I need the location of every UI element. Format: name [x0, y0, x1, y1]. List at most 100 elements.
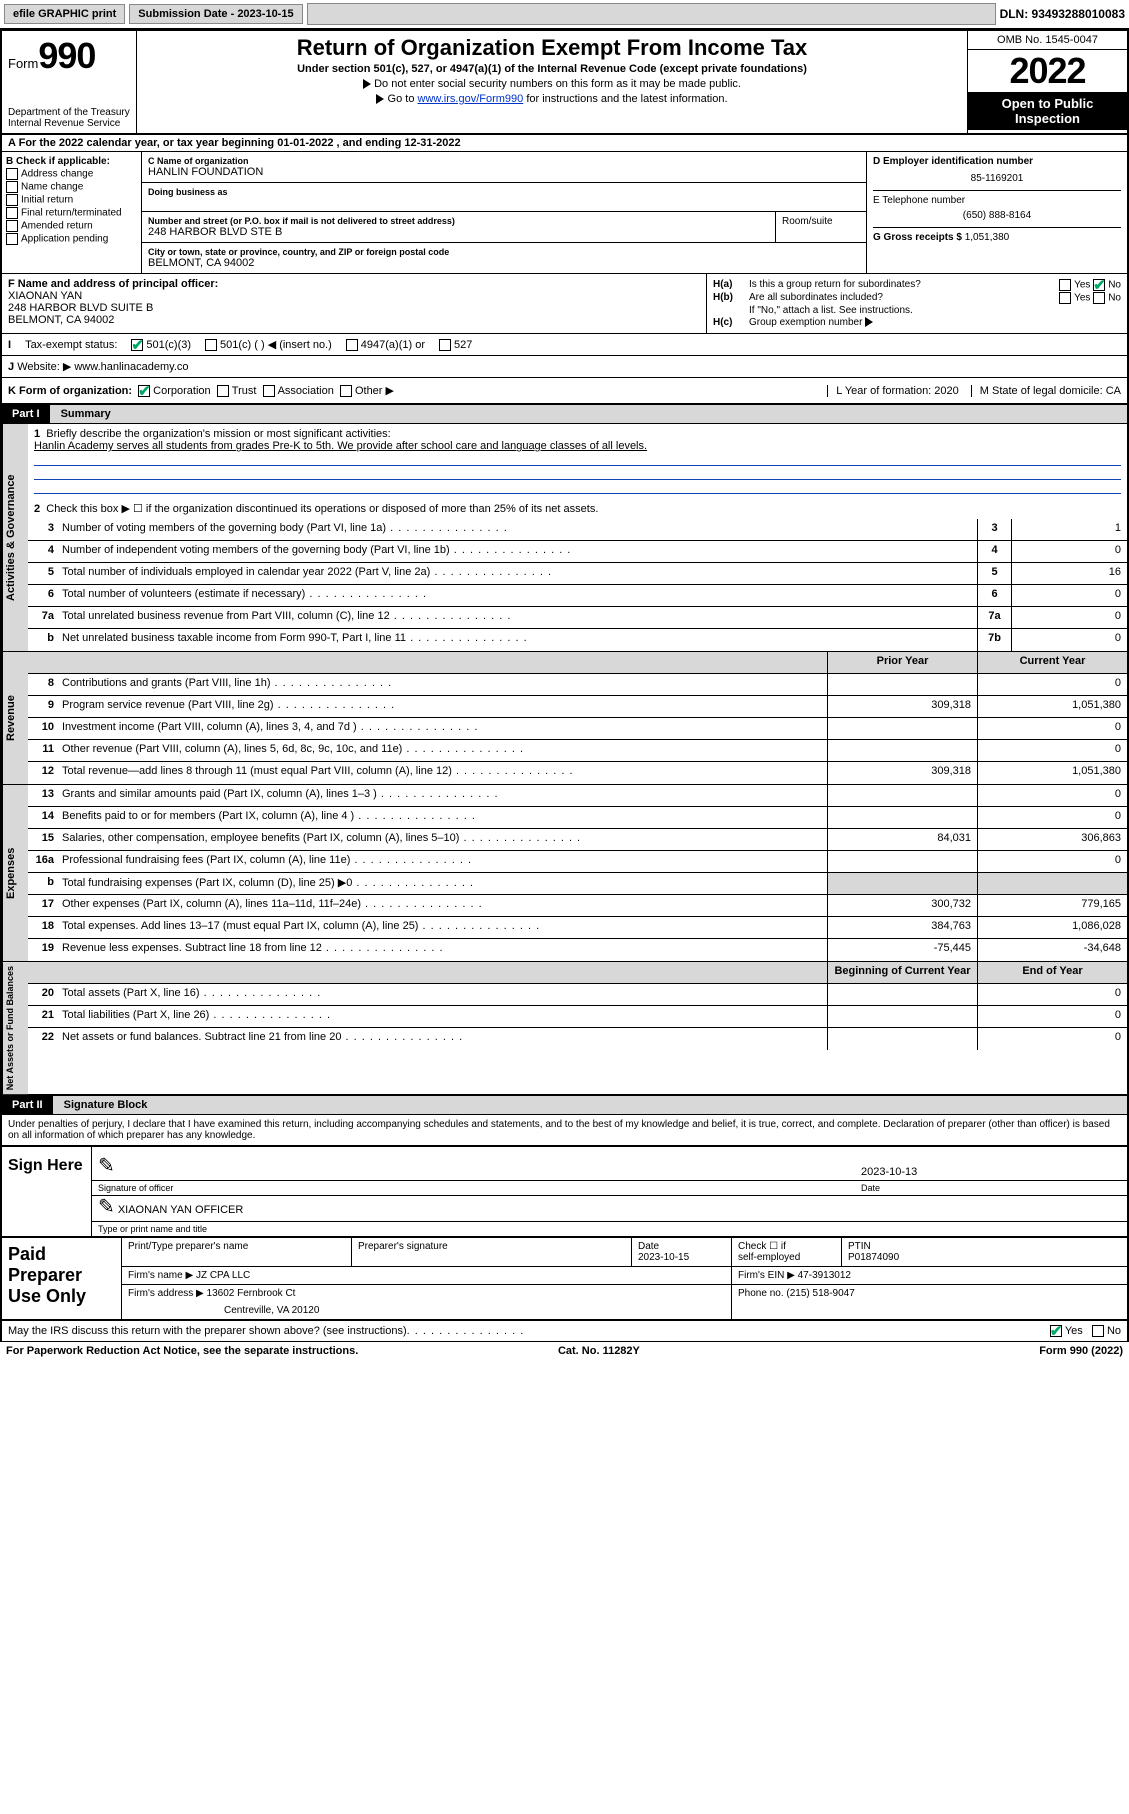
prior-value: [827, 674, 977, 695]
prep-sig-label: Preparer's signature: [352, 1238, 632, 1266]
ein-label: D Employer identification number: [873, 156, 1121, 167]
chk-527[interactable]: 527: [439, 339, 472, 351]
chk-ha-yes[interactable]: [1059, 279, 1071, 291]
chk-hb-no[interactable]: [1093, 292, 1105, 304]
prior-value: [827, 718, 977, 739]
org-name: HANLIN FOUNDATION: [148, 166, 860, 178]
chk-discuss-yes[interactable]: [1050, 1325, 1062, 1337]
line-value: 1: [1011, 519, 1127, 540]
line-text: Other expenses (Part IX, column (A), lin…: [58, 895, 827, 916]
chk-4947[interactable]: 4947(a)(1) or: [346, 339, 425, 351]
dln-label: DLN: 93493288010083: [1000, 7, 1125, 21]
current-value: 0: [977, 984, 1127, 1005]
chk-association[interactable]: Association: [263, 385, 334, 397]
phone-label: E Telephone number: [873, 195, 1121, 206]
box-c: C Name of organization HANLIN FOUNDATION…: [142, 152, 867, 273]
chk-corporation[interactable]: Corporation: [138, 385, 210, 397]
line-num: 10: [28, 718, 58, 739]
officer-addr1: 248 HARBOR BLVD SUITE B: [8, 302, 700, 314]
line-text: Net assets or fund balances. Subtract li…: [58, 1028, 827, 1050]
chk-ha-no[interactable]: [1093, 279, 1105, 291]
preparer-block: Paid Preparer Use Only Print/Type prepar…: [0, 1238, 1129, 1321]
line-num: 8: [28, 674, 58, 695]
line-num: 12: [28, 762, 58, 784]
line-text: Total number of individuals employed in …: [58, 563, 977, 584]
firm-addr: 13602 Fernbrook Ct: [207, 1288, 296, 1299]
part1-title: Summary: [53, 405, 119, 423]
chk-trust[interactable]: Trust: [217, 385, 257, 397]
chk-application-pending[interactable]: Application pending: [6, 233, 137, 245]
chk-501c[interactable]: 501(c) ( ) ◀ (insert no.): [205, 338, 332, 351]
efile-print-button[interactable]: efile GRAPHIC print: [4, 4, 125, 24]
chk-address-change[interactable]: Address change: [6, 168, 137, 180]
triangle-icon: [865, 317, 873, 327]
line-text: Professional fundraising fees (Part IX, …: [58, 851, 827, 872]
prior-value: [827, 807, 977, 828]
sign-here-label: Sign Here: [2, 1147, 92, 1236]
box-f-label: F Name and address of principal officer:: [8, 278, 700, 290]
form-header: Form990 Department of the Treasury Inter…: [0, 29, 1129, 135]
line-text: Number of independent voting members of …: [58, 541, 977, 562]
triangle-icon: [363, 79, 371, 89]
ein-value: 85-1169201: [873, 173, 1121, 184]
prior-value: [827, 851, 977, 872]
prior-value: 309,318: [827, 762, 977, 784]
line-value: 16: [1011, 563, 1127, 584]
prior-value: [827, 785, 977, 806]
part2-header: Part II: [2, 1096, 53, 1114]
current-value: 0: [977, 1006, 1127, 1027]
city-label: City or town, state or province, country…: [148, 247, 860, 257]
line-text: Investment income (Part VIII, column (A)…: [58, 718, 827, 739]
omb-number: OMB No. 1545-0047: [968, 31, 1127, 50]
prior-value: [827, 740, 977, 761]
prior-value: [827, 984, 977, 1005]
chk-discuss-no[interactable]: [1092, 1325, 1104, 1337]
chk-final-return[interactable]: Final return/terminated: [6, 207, 137, 219]
col-end: End of Year: [977, 962, 1127, 983]
submission-date-button[interactable]: Submission Date - 2023-10-15: [129, 4, 302, 24]
chk-amended-return[interactable]: Amended return: [6, 220, 137, 232]
line-num: 6: [28, 585, 58, 606]
pra-notice: For Paperwork Reduction Act Notice, see …: [6, 1345, 358, 1357]
officer-name: XIAONAN YAN: [8, 290, 700, 302]
prior-value: -75,445: [827, 939, 977, 961]
form-num: 990: [38, 35, 95, 76]
line-text: Contributions and grants (Part VIII, lin…: [58, 674, 827, 695]
form-subtitle: Under section 501(c), 527, or 4947(a)(1)…: [143, 63, 961, 75]
current-value: 0: [977, 1028, 1127, 1050]
chk-501c3[interactable]: 501(c)(3): [131, 339, 191, 351]
discuss-question: May the IRS discuss this return with the…: [8, 1325, 407, 1337]
irs-link[interactable]: www.irs.gov/Form990: [418, 93, 524, 105]
line-text: Total liabilities (Part X, line 26): [58, 1006, 827, 1027]
chk-hb-yes[interactable]: [1059, 292, 1071, 304]
current-value: 0: [977, 785, 1127, 806]
phone-value: (650) 888-8164: [873, 210, 1121, 221]
chk-name-change[interactable]: Name change: [6, 181, 137, 193]
col-prior: Prior Year: [827, 652, 977, 673]
line2-text: Check this box ▶ ☐ if the organization d…: [46, 503, 598, 515]
gross-value: 1,051,380: [965, 232, 1010, 243]
k-label: K Form of organization:: [8, 385, 132, 397]
line-text: Benefits paid to or for members (Part IX…: [58, 807, 827, 828]
ptin-value: P01874090: [848, 1252, 899, 1263]
prior-value: [827, 1028, 977, 1050]
chk-initial-return[interactable]: Initial return: [6, 194, 137, 206]
sign-date: 2023-10-13: [861, 1166, 1121, 1178]
sign-name-label: Type or print name and title: [98, 1224, 1121, 1234]
firm-name: JZ CPA LLC: [196, 1270, 250, 1281]
topbar-spacer: [307, 3, 996, 25]
current-value: 0: [977, 740, 1127, 761]
line-value: 0: [1011, 585, 1127, 606]
line-text: Number of voting members of the governin…: [58, 519, 977, 540]
line-num: 5: [28, 563, 58, 584]
status-label: Tax-exempt status:: [25, 339, 117, 351]
chk-other[interactable]: Other ▶: [340, 384, 394, 397]
line-text: Other revenue (Part VIII, column (A), li…: [58, 740, 827, 761]
line-num: 17: [28, 895, 58, 916]
vlabel-expenses: Expenses: [2, 785, 28, 961]
current-value: [977, 873, 1127, 894]
notice-2: Go to www.irs.gov/Form990 for instructio…: [143, 93, 961, 105]
line-num: 21: [28, 1006, 58, 1027]
line-box: 4: [977, 541, 1011, 562]
box-f: F Name and address of principal officer:…: [2, 274, 707, 333]
